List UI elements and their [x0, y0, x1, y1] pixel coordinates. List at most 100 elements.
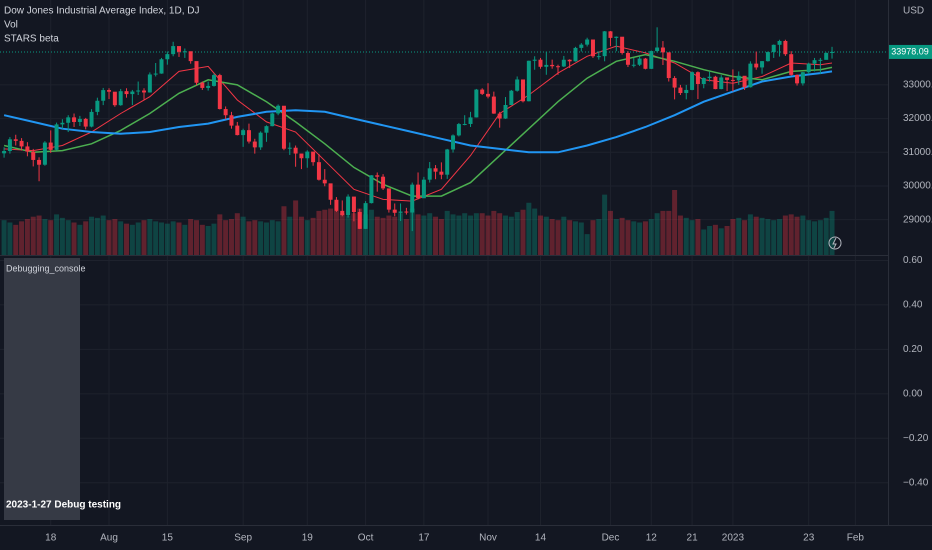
x-tick-label: 12: [646, 533, 658, 544]
candle-body: [730, 79, 735, 81]
volume-bar: [654, 213, 660, 255]
volume-bar: [537, 215, 543, 255]
volume-bar: [275, 221, 281, 255]
volume-bar: [660, 210, 666, 255]
candle-body: [386, 188, 391, 210]
volume-bar: [503, 215, 509, 255]
candle-body: [456, 124, 461, 136]
candle-body: [188, 51, 193, 62]
volume-bar: [386, 215, 392, 255]
volume-bar: [415, 214, 421, 255]
volume-bar: [648, 219, 654, 255]
candle-body: [614, 36, 619, 38]
volume-bar: [287, 216, 293, 255]
debug-console-message: 2023-1-27 Debug testing: [6, 500, 121, 511]
volume-bar: [572, 221, 578, 255]
candle-body: [130, 91, 135, 95]
moving-average: [3, 53, 833, 197]
candle-body: [427, 168, 432, 180]
candle-body: [101, 90, 106, 101]
volume-bar: [456, 215, 462, 255]
y-tick-label: 0.20: [903, 344, 923, 355]
volume-bar: [677, 215, 683, 255]
candle-body: [754, 63, 759, 68]
volume-bar: [736, 217, 742, 255]
volume-bar: [532, 208, 538, 255]
candle-body: [538, 59, 543, 67]
y-tick-label: 32000.00: [903, 113, 932, 124]
volume-bar: [240, 216, 246, 255]
last-price-box: [889, 44, 932, 59]
volume-bar: [310, 217, 316, 255]
candle-body: [229, 115, 234, 126]
candle-body: [795, 74, 800, 84]
candle-body: [54, 124, 59, 150]
volume-bar: [666, 210, 672, 255]
volume-bar: [316, 210, 322, 255]
candle-body: [200, 82, 205, 88]
candle-body: [206, 85, 211, 88]
volume-bar: [170, 221, 176, 255]
volume-bar: [631, 221, 637, 255]
candle-body: [748, 63, 753, 88]
candle-body: [241, 130, 246, 136]
volume-bar: [520, 209, 526, 255]
x-tick-label: 21: [687, 533, 699, 544]
volume-bar: [730, 219, 736, 255]
volume-bar: [205, 225, 211, 255]
y-tick-label: 0.60: [903, 255, 923, 266]
candle-body: [77, 118, 82, 122]
volume-bar: [823, 217, 829, 255]
candle-body: [742, 75, 747, 88]
candle-body: [95, 100, 100, 112]
volume-bar: [351, 213, 357, 255]
candle-body: [486, 93, 491, 97]
candle-body: [293, 147, 298, 154]
last-price-label: 33978.09: [891, 46, 929, 56]
volume-bar: [590, 220, 596, 255]
candle-body: [404, 211, 409, 213]
volume-bar: [602, 194, 608, 255]
candle-body: [620, 36, 625, 53]
candle-body: [643, 58, 648, 69]
candle-body: [217, 75, 222, 110]
candle-body: [270, 113, 275, 127]
candle-body: [433, 168, 438, 172]
candle-body: [66, 117, 71, 123]
volume-bar: [444, 210, 450, 255]
candle-body: [194, 61, 199, 83]
candle-body: [672, 78, 677, 88]
candle-body: [544, 64, 549, 67]
y-tick-label: 0.40: [903, 300, 923, 311]
volume-bar: [176, 222, 182, 255]
volume-bar: [788, 214, 794, 255]
volume-bar: [689, 220, 695, 255]
volume-bar: [100, 215, 106, 255]
alert-bolt: [832, 237, 837, 249]
candle-body: [31, 151, 36, 160]
candle-body: [112, 91, 117, 106]
alert-icon[interactable]: [828, 236, 842, 250]
volume-bar: [298, 216, 304, 255]
candle-body: [480, 89, 485, 94]
volume-bar: [112, 219, 118, 255]
y-tick-label: −0.20: [903, 433, 929, 444]
candle-body: [550, 64, 555, 67]
x-tick-label: Feb: [847, 533, 865, 544]
candle-body: [124, 91, 129, 95]
debug-console-box: [4, 258, 80, 520]
volume-bar: [526, 202, 532, 255]
volume-bar: [345, 215, 351, 255]
volume-bar: [637, 222, 643, 255]
volume-bar: [707, 225, 713, 255]
candle-body: [590, 39, 595, 57]
candle-body: [60, 122, 65, 125]
candle-body: [7, 139, 12, 152]
x-tick-label: 17: [418, 533, 430, 544]
volume-bar: [759, 217, 765, 255]
candle-body: [375, 175, 380, 177]
candle-body: [165, 54, 170, 60]
volume-bar: [124, 223, 130, 255]
candle-body: [509, 90, 514, 105]
